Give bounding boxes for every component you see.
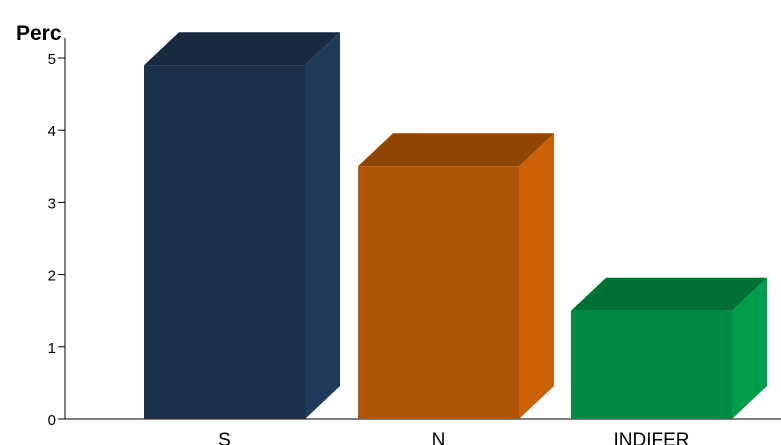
bar-n bbox=[358, 133, 554, 420]
y-tick-label: 5 bbox=[48, 51, 56, 68]
x-category-label: N bbox=[432, 430, 446, 445]
y-tick-label: 3 bbox=[48, 195, 56, 212]
bar-side bbox=[305, 32, 340, 419]
x-category-label: INDIFER bbox=[614, 430, 690, 445]
bar-s bbox=[144, 32, 340, 419]
bar-front bbox=[571, 310, 732, 419]
chart-title: Perc bbox=[16, 22, 62, 45]
bar-top bbox=[358, 133, 554, 167]
bar-indifer bbox=[571, 277, 767, 419]
bar-side bbox=[732, 277, 767, 419]
y-tick-label: 1 bbox=[48, 340, 56, 357]
bar-front bbox=[358, 166, 519, 419]
bar-top bbox=[144, 32, 340, 66]
bar-top bbox=[571, 277, 767, 311]
x-category-label: S bbox=[218, 430, 231, 445]
bar-front bbox=[144, 65, 305, 419]
y-tick-label: 0 bbox=[48, 412, 56, 429]
y-tick-label: 2 bbox=[48, 268, 56, 285]
y-tick-label: 4 bbox=[48, 123, 56, 140]
bar-side bbox=[519, 133, 554, 420]
